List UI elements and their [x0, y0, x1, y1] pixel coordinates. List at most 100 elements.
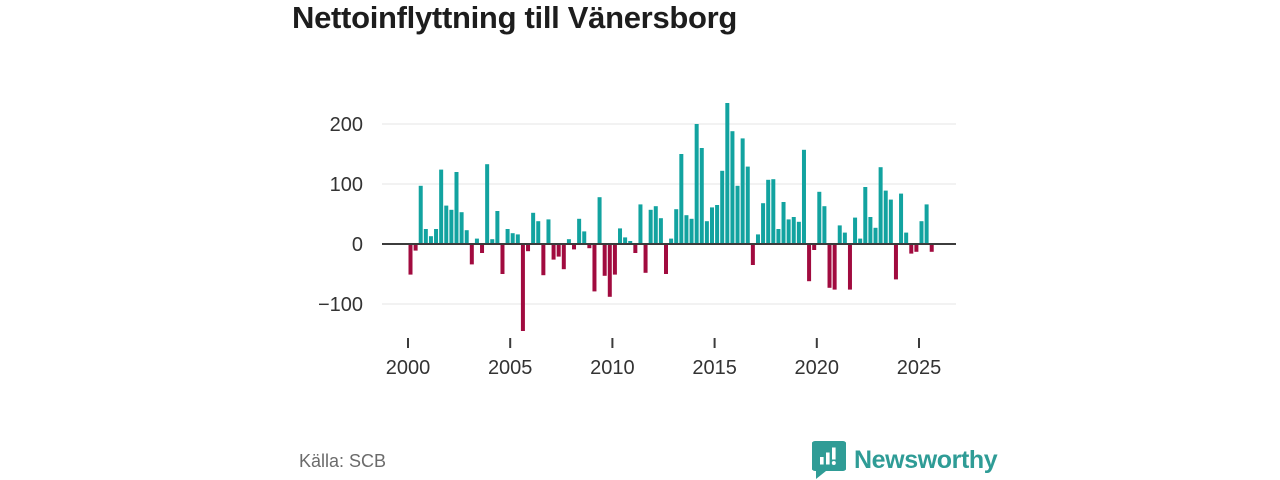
bar: [735, 185, 740, 244]
bar: [878, 167, 883, 244]
bar: [572, 244, 577, 250]
bar: [643, 244, 648, 273]
y-tick-label: 0: [352, 234, 363, 256]
bar: [582, 231, 587, 244]
newsworthy-bubble-chart-icon: [811, 441, 847, 479]
bar-chart-canvas: 200 100 0 −100 2000 2005 2010 2015 2020 2025: [318, 103, 956, 379]
bar: [658, 218, 663, 244]
x-tick-label: 2015: [692, 357, 737, 379]
bar: [817, 191, 822, 244]
bar: [561, 244, 566, 270]
bar: [444, 205, 449, 244]
newsworthy-logo-text: Newsworthy: [854, 445, 998, 474]
bar: [633, 244, 638, 253]
bar: [413, 244, 418, 251]
bar: [653, 206, 658, 244]
bar: [587, 244, 592, 249]
bar: [863, 187, 868, 244]
y-tick-label: −100: [318, 294, 363, 316]
bar: [699, 148, 704, 244]
bar: [628, 241, 633, 244]
bar: [536, 221, 541, 244]
bar: [541, 244, 546, 276]
bar: [623, 237, 628, 244]
bar: [771, 179, 776, 244]
bar: [827, 244, 832, 288]
bar: [597, 197, 602, 244]
bar: [449, 209, 454, 244]
bar: [408, 244, 413, 275]
bar: [474, 238, 479, 244]
bar: [755, 234, 760, 244]
bar: [847, 244, 852, 290]
mini-bar-1: [820, 457, 824, 465]
bar: [607, 244, 612, 297]
bar: [526, 244, 531, 252]
bar: [812, 244, 817, 250]
bar: [766, 179, 771, 244]
bar: [796, 221, 801, 244]
bar: [715, 205, 720, 244]
x-tick-label: 2000: [386, 357, 431, 379]
bar: [750, 244, 755, 265]
mini-bar-2: [826, 452, 830, 465]
bar: [490, 239, 495, 244]
bar: [781, 202, 786, 244]
bar: [704, 221, 709, 244]
bar: [648, 209, 653, 244]
bar: [531, 212, 536, 244]
bar: [883, 190, 888, 244]
bar: [909, 244, 914, 254]
source-label: Källa: SCB: [299, 451, 387, 471]
bar: [761, 203, 766, 244]
bar: [694, 124, 699, 244]
bar: [899, 193, 904, 244]
bar: [791, 217, 796, 244]
bar: [495, 211, 500, 244]
bar: [480, 244, 485, 253]
bar: [566, 239, 571, 244]
x-tick-label: 2025: [897, 357, 942, 379]
bar: [679, 154, 684, 244]
bar: [556, 244, 561, 257]
bar: [464, 230, 469, 244]
bar: [602, 244, 607, 276]
bar: [664, 244, 668, 274]
x-tick-label: 2005: [488, 357, 533, 379]
bar: [520, 244, 525, 331]
bar: [500, 244, 505, 274]
bar: [893, 244, 898, 280]
bar: [822, 206, 827, 244]
bar: [459, 212, 464, 244]
bar: [842, 232, 847, 244]
bar: [745, 166, 750, 244]
bar: [929, 244, 934, 252]
bar: [505, 229, 510, 244]
bar: [776, 229, 781, 244]
bar: [454, 172, 459, 244]
bar: [904, 232, 909, 244]
bar: [858, 238, 863, 244]
y-tick-label: 200: [330, 114, 363, 136]
bar: [725, 103, 730, 244]
bar: [786, 219, 791, 244]
bar: [914, 244, 919, 252]
bar: [689, 218, 694, 244]
bar: [551, 244, 556, 260]
bar: [832, 244, 837, 290]
page-title: Nettoinflyttning till Vänersborg: [292, 0, 738, 35]
bar: [888, 199, 893, 244]
bar: [485, 164, 490, 244]
bar: [577, 218, 582, 244]
bar: [853, 217, 858, 244]
bar: [618, 228, 623, 244]
newsworthy-logo: Newsworthy: [811, 441, 998, 479]
bar: [924, 204, 929, 244]
bar: [592, 244, 597, 292]
bar: [439, 169, 444, 244]
bar: [546, 219, 551, 244]
bar: [720, 170, 725, 244]
bar: [423, 229, 428, 244]
bar: [510, 233, 515, 244]
bar: [434, 229, 439, 244]
